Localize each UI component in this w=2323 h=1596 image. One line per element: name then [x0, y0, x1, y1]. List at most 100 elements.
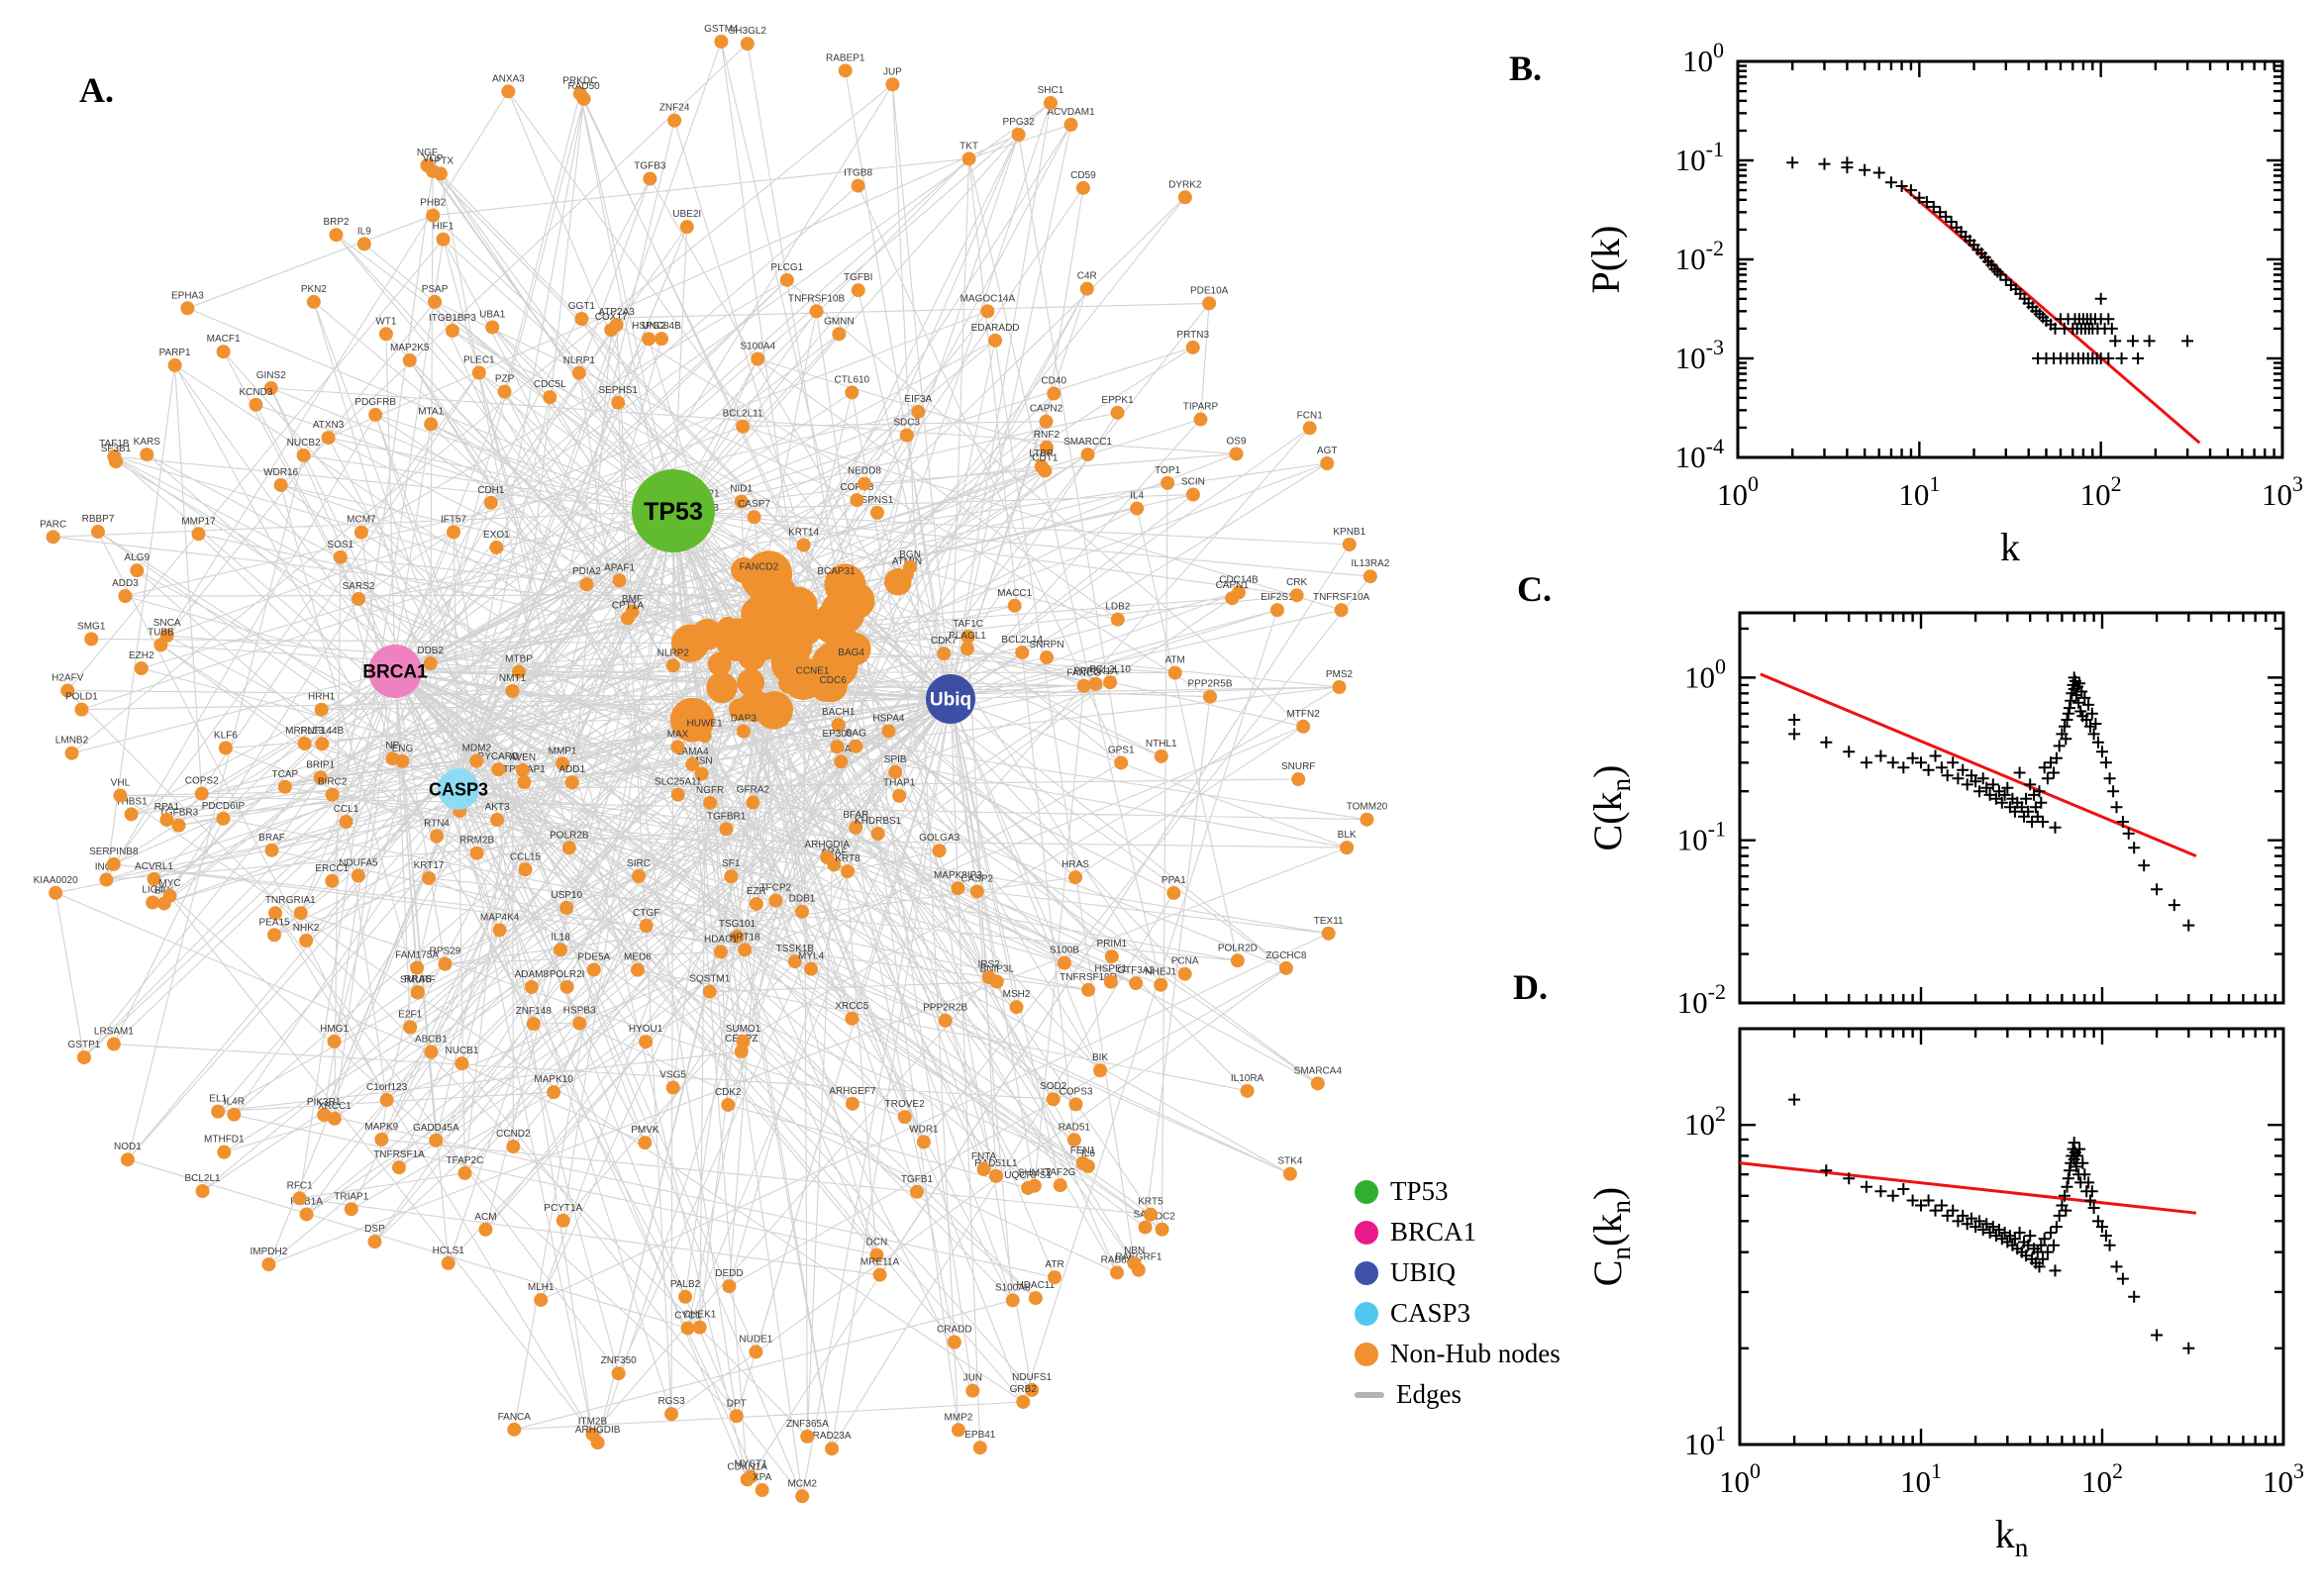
network-node-label: KRT17: [414, 860, 445, 871]
network-node-label: WDR1: [909, 1124, 939, 1135]
network-node: [356, 237, 371, 251]
network-node-label: MAPK8IP3: [934, 870, 982, 881]
network-node-label: WDR16: [263, 467, 298, 478]
network-node: [670, 740, 685, 754]
network-node-label: VCP: [423, 153, 444, 164]
network-node-label: LTBR: [1029, 449, 1054, 459]
plot-ticks: [1736, 59, 2284, 459]
network-node-label: C1orf123: [366, 1082, 408, 1093]
network-node: [74, 702, 89, 717]
network-node-label: SMARCA4: [1294, 1065, 1343, 1076]
network-node: [268, 906, 283, 921]
network-node-label: TGFBI: [844, 272, 872, 283]
network-node-label: CTL610: [835, 374, 870, 385]
network-node-label: IL18: [551, 932, 570, 943]
network-node: [534, 1292, 549, 1307]
hub-label-ubiq: Ubiq: [930, 690, 971, 711]
network-node-label: LRSAM1: [94, 1027, 134, 1038]
network-node: [506, 1140, 521, 1154]
network-node-label: AGT: [1317, 446, 1338, 456]
network-node: [697, 729, 712, 744]
network-node: [60, 683, 75, 698]
network-node: [831, 718, 846, 733]
network-node-label: ING2: [95, 862, 119, 873]
network-node-label: EZH2: [129, 650, 154, 661]
network-node: [590, 1436, 605, 1450]
tick-label: 102: [1684, 1101, 1726, 1142]
network-node: [1038, 463, 1053, 478]
network-node: [292, 1191, 307, 1206]
legend-item-edges: Edges: [1355, 1379, 1561, 1410]
network-node-label: TCAP: [272, 769, 299, 780]
network-node: [916, 1135, 931, 1149]
network-node-label: XRCC1: [318, 1101, 352, 1112]
network-node: [825, 1442, 840, 1456]
network-node: [327, 1111, 342, 1126]
legend-label: BRCA1: [1390, 1217, 1477, 1247]
network-node-label: MDM2: [462, 744, 492, 754]
network-node-label: BACH1: [822, 707, 856, 718]
legend-dot-swatch: [1355, 1301, 1378, 1326]
network-node-label: PPA1: [1162, 875, 1186, 886]
network-node: [180, 301, 195, 316]
network-node: [171, 818, 186, 833]
network-node-label: RRAS: [404, 974, 432, 985]
network-node-label: MSN: [690, 756, 712, 767]
network-node-label: LMNB2: [55, 736, 89, 747]
network-node: [1047, 386, 1061, 401]
network-node: [746, 795, 760, 810]
network-node-label: ZGCHC8: [1265, 950, 1307, 961]
network-node-label: BRAF: [258, 833, 285, 844]
network-node-label: PPP2R5B: [1187, 679, 1232, 690]
network-node-label: ARHGDIB: [575, 1425, 621, 1436]
axis-label: kn: [1995, 1512, 2029, 1562]
plot-b: 10-4 10-3 10-2 10-1 100 100 101 102 103 P(k) k: [1583, 38, 2303, 569]
network-node-label: FNTA: [971, 1151, 997, 1162]
network-node: [402, 352, 417, 367]
network-node-label: KRT8: [835, 853, 860, 864]
network-edges: [52, 41, 1371, 1497]
network-node: [227, 1107, 242, 1122]
network-node-label: UNC84B: [642, 321, 681, 332]
network-node: [507, 1422, 522, 1437]
network-node-label: AVEN: [510, 752, 537, 763]
network-node: [611, 1366, 626, 1381]
network-cluster-node: [707, 651, 732, 676]
network-node: [1021, 1180, 1036, 1195]
network-node-label: IL10RA: [1231, 1073, 1264, 1084]
network-node-label: CDC6: [820, 675, 848, 686]
network-node: [752, 572, 766, 587]
network-node: [1016, 1394, 1031, 1409]
network-node-label: PDIA2: [572, 566, 601, 577]
network-node: [352, 591, 366, 606]
network-node-label: CDC5L: [534, 379, 566, 390]
network-node: [851, 283, 865, 298]
network-node-label: NGF: [417, 148, 438, 158]
network-node: [670, 787, 685, 802]
network-node-label: CYC1: [674, 1311, 701, 1322]
network-node: [1093, 1063, 1108, 1078]
network-node: [426, 163, 441, 178]
network-node-label: FAM175A: [395, 950, 439, 961]
network-node-label: MACC1: [997, 588, 1032, 599]
network-node-label: NLRP2: [657, 648, 690, 658]
network-node: [505, 683, 520, 698]
network-node: [1066, 1133, 1081, 1147]
network-node-label: SUMO1: [726, 1024, 761, 1035]
network-node: [951, 881, 965, 896]
network-node-label: POLR2B: [550, 830, 589, 841]
network-node: [736, 724, 751, 739]
network-node: [325, 873, 340, 888]
network-node-label: CRK: [1286, 577, 1307, 588]
network-node: [1046, 1092, 1060, 1107]
network-node: [960, 642, 974, 656]
network-node: [429, 1133, 444, 1147]
network-node-label: CDH1: [477, 485, 505, 496]
network-node-label: ITM2B: [578, 1417, 608, 1428]
network-cluster-node: [674, 632, 705, 662]
network-node-label: CAPN1: [1216, 580, 1250, 591]
network-node: [795, 1489, 810, 1504]
network-node-label: GPS1: [1108, 745, 1135, 755]
